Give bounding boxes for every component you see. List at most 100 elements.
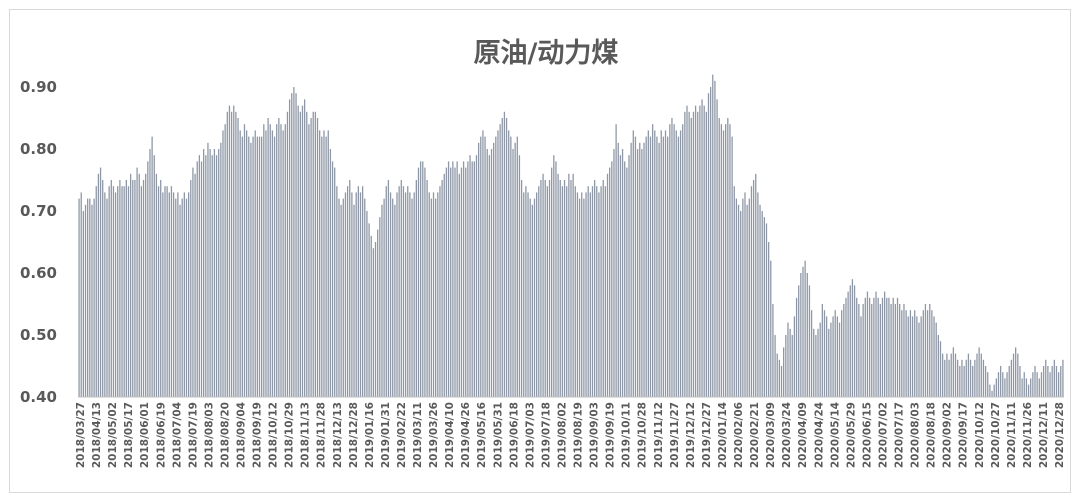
bar xyxy=(288,99,291,398)
bar xyxy=(1060,366,1062,397)
y-tick-label: 0.60 xyxy=(20,264,57,282)
bar xyxy=(733,186,735,397)
x-tick-label: 2019/02/22 xyxy=(396,402,408,468)
bar xyxy=(808,285,811,397)
bar xyxy=(355,192,357,397)
x-tick-label: 2018/08/03 xyxy=(203,402,215,468)
bar xyxy=(469,155,471,397)
bar xyxy=(477,142,480,397)
bar xyxy=(145,173,147,397)
bar xyxy=(1053,359,1055,397)
bar xyxy=(237,118,239,397)
bar xyxy=(314,111,317,398)
bar xyxy=(1008,366,1010,397)
bar xyxy=(398,186,400,397)
x-tick-label: 2020/04/24 xyxy=(813,402,825,468)
bar xyxy=(574,186,576,397)
y-tick-label: 0.80 xyxy=(20,140,57,158)
x-tick-label: 2020/02/21 xyxy=(749,402,761,468)
bar xyxy=(542,173,544,397)
bar xyxy=(346,186,349,397)
bar xyxy=(896,297,899,397)
bar xyxy=(624,161,626,397)
bar xyxy=(944,359,946,397)
bar xyxy=(718,118,720,397)
bar xyxy=(222,130,224,397)
bar xyxy=(763,217,765,397)
bar xyxy=(589,192,591,397)
bar xyxy=(664,130,667,397)
bar xyxy=(297,105,299,397)
bar xyxy=(572,173,574,397)
bar xyxy=(299,111,301,398)
bar xyxy=(1034,366,1036,397)
bar xyxy=(810,310,813,397)
x-tick-label: 2019/12/27 xyxy=(701,402,713,468)
bar xyxy=(709,87,712,397)
x-tick-label: 2018/03/27 xyxy=(75,402,87,468)
bar xyxy=(765,223,768,397)
x-tick-label: 2020/07/17 xyxy=(894,402,906,468)
bar xyxy=(899,304,901,397)
bar xyxy=(157,186,160,397)
bar xyxy=(505,118,508,397)
bar xyxy=(740,211,742,397)
bar xyxy=(1051,366,1053,397)
bar xyxy=(546,186,549,397)
bar xyxy=(731,136,733,397)
bar xyxy=(527,192,529,397)
x-tick-label: 2020/02/06 xyxy=(733,402,745,468)
bar xyxy=(1004,378,1006,397)
bar xyxy=(97,173,100,397)
x-tick-label: 2020/12/11 xyxy=(1038,402,1050,468)
bar xyxy=(742,198,744,397)
bar xyxy=(284,124,286,397)
bar xyxy=(308,124,310,397)
bar xyxy=(984,366,987,397)
x-tick-label: 2018/05/02 xyxy=(107,402,119,468)
bar xyxy=(132,180,134,397)
x-tick-label: 2019/11/12 xyxy=(653,402,665,468)
bar xyxy=(319,130,321,397)
bar xyxy=(935,322,937,397)
bar xyxy=(138,173,140,397)
x-tick-label: 2020/06/15 xyxy=(861,402,873,468)
bar xyxy=(774,335,776,397)
bar xyxy=(804,260,806,397)
bar xyxy=(160,180,162,397)
bar xyxy=(510,136,512,397)
x-tick-label: 2020/01/14 xyxy=(717,402,729,468)
bar xyxy=(508,130,510,397)
bar xyxy=(911,316,914,397)
bar xyxy=(581,192,583,397)
bar xyxy=(239,130,241,397)
bar xyxy=(497,130,499,397)
bar xyxy=(954,353,957,397)
y-tick-label: 0.40 xyxy=(20,388,57,406)
bar xyxy=(465,167,467,397)
bar xyxy=(671,118,673,397)
bar xyxy=(841,310,843,397)
bar xyxy=(327,130,329,397)
bar xyxy=(673,124,675,397)
x-tick-label: 2018/08/20 xyxy=(219,402,231,468)
bar xyxy=(957,359,959,397)
x-tick-label: 2019/06/18 xyxy=(508,402,520,468)
bar xyxy=(630,142,632,397)
bar xyxy=(989,384,991,397)
bar xyxy=(639,142,641,397)
x-tick-label: 2020/11/26 xyxy=(1022,402,1034,468)
bar xyxy=(993,384,995,397)
bar xyxy=(233,105,235,397)
bar xyxy=(531,204,533,397)
bar xyxy=(82,211,85,397)
bar xyxy=(1057,372,1060,397)
bar xyxy=(361,186,364,397)
bar xyxy=(533,198,536,397)
bar xyxy=(987,372,989,397)
bar xyxy=(609,167,611,397)
bar xyxy=(447,161,450,397)
bar xyxy=(667,136,669,397)
y-axis: 0.90 0.80 0.70 0.60 0.50 0.40 xyxy=(20,78,57,406)
bar xyxy=(883,291,886,397)
